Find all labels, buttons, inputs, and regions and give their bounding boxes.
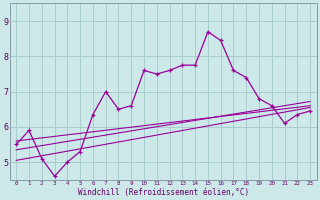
X-axis label: Windchill (Refroidissement éolien,°C): Windchill (Refroidissement éolien,°C) (78, 188, 249, 197)
